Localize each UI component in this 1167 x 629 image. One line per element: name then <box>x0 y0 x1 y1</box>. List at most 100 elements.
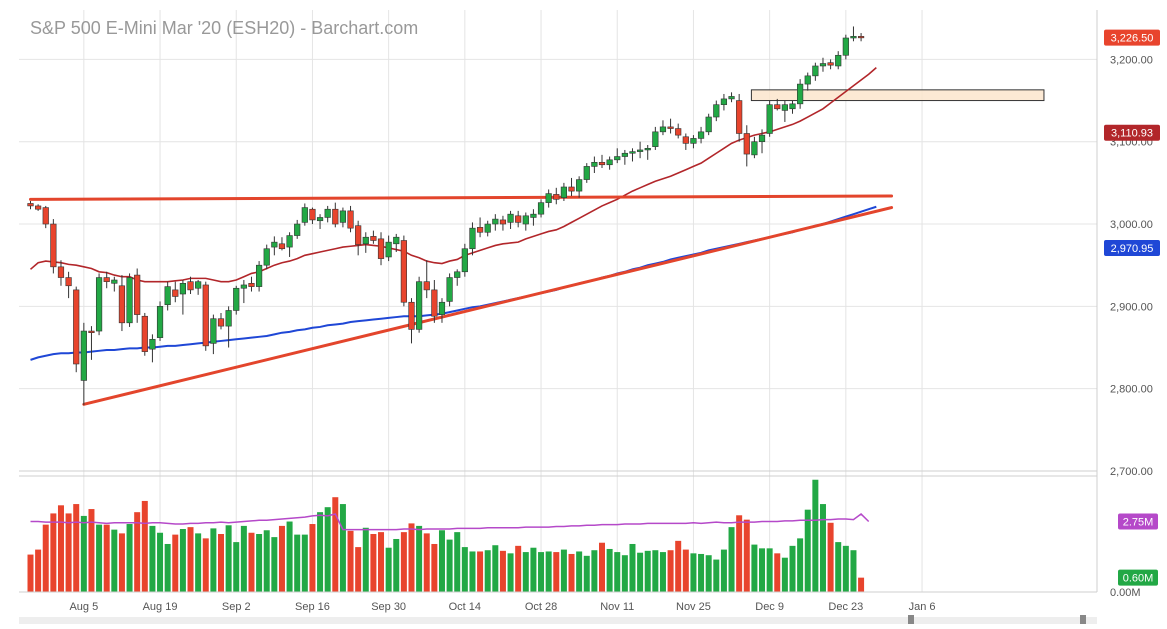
candle <box>583 163 590 183</box>
trendline <box>29 194 894 201</box>
candle <box>614 148 621 164</box>
volume-bar <box>248 532 255 592</box>
candle <box>324 205 331 223</box>
candle <box>812 62 819 81</box>
x-tick-label: Dec 9 <box>755 601 784 613</box>
candle <box>80 322 87 406</box>
volume-bar <box>42 524 49 592</box>
candle-body <box>88 330 95 333</box>
candle-body <box>583 166 590 180</box>
candle-body <box>568 186 575 192</box>
candle <box>705 113 712 136</box>
candle <box>797 79 804 109</box>
candle <box>553 187 560 205</box>
candle <box>766 100 773 137</box>
volume-bar <box>667 550 674 592</box>
candle-body <box>255 264 263 287</box>
candle-body <box>332 208 339 225</box>
x-tick-label: Sep 2 <box>222 601 251 613</box>
candle-body <box>347 210 354 229</box>
volume-bar <box>324 507 331 592</box>
candle-body <box>751 141 758 156</box>
volume-bar <box>271 537 278 592</box>
volume-bar <box>736 515 743 592</box>
candle-body <box>65 277 72 287</box>
candle-body <box>781 104 788 111</box>
volume-bar <box>553 552 560 592</box>
candle <box>827 59 834 70</box>
volume-bar <box>164 543 171 592</box>
candle-body <box>774 104 781 110</box>
volume-bar <box>477 551 484 592</box>
volume-bar <box>362 527 369 592</box>
volume-average-line <box>30 513 870 531</box>
candle <box>271 236 278 256</box>
volume-bar <box>652 550 659 592</box>
price-label: 2,970.95 <box>1111 243 1154 255</box>
volume-bar <box>705 555 712 592</box>
volume-tick-label: 0.00M <box>1110 587 1141 599</box>
volume-bar <box>240 525 247 592</box>
candle-body <box>469 227 476 250</box>
candle-body <box>484 223 491 233</box>
volume-bar <box>111 529 118 592</box>
volume-bar <box>172 534 179 592</box>
candle <box>690 135 697 149</box>
candle-body <box>659 126 667 133</box>
volume-bar <box>317 512 324 592</box>
timeline-scrollbar[interactable] <box>19 615 1097 624</box>
candle-body <box>720 98 728 105</box>
price-label: 3,110.93 <box>1111 128 1153 140</box>
candle-body <box>576 179 583 192</box>
candle-body <box>210 318 217 344</box>
volume-bar <box>690 553 697 592</box>
volume-bar <box>560 549 567 592</box>
x-tick-label: Nov 11 <box>600 601 634 613</box>
candle-body <box>80 330 87 381</box>
trendline <box>82 206 894 406</box>
candle <box>629 148 636 162</box>
volume-bar <box>332 497 339 592</box>
candle <box>598 154 606 169</box>
candle <box>857 33 865 42</box>
candle-body <box>675 128 682 136</box>
volume-bar <box>583 555 590 592</box>
candle-body <box>591 161 598 167</box>
price-label: 3,226.50 <box>1111 33 1154 45</box>
candle-body <box>57 266 65 278</box>
volume-bar <box>454 532 461 592</box>
candle <box>393 233 400 253</box>
x-tick-label: Sep 16 <box>295 601 330 613</box>
candle <box>560 182 567 201</box>
candle <box>416 276 423 333</box>
volume-bar <box>149 525 156 592</box>
price-labels: 3,226.50 3,110.93 2,970.95 2.75M 0.60M <box>1104 29 1160 586</box>
volume-bar <box>766 548 773 592</box>
candle-body <box>530 213 537 218</box>
volume-bar <box>400 532 407 592</box>
volume-bar <box>393 538 400 592</box>
volume-bar <box>423 533 430 592</box>
candle-body <box>27 203 34 207</box>
candle <box>233 285 240 315</box>
candle-body <box>629 151 636 154</box>
candle-body <box>766 104 773 134</box>
volume-bar <box>720 549 727 592</box>
x-tick-label: Sep 30 <box>371 601 406 613</box>
volume-bar <box>179 529 186 592</box>
candle-body <box>812 65 819 77</box>
volume-bar <box>538 552 545 592</box>
candle <box>286 232 293 257</box>
resistance-zone-layer <box>750 89 1045 102</box>
scrollbar-track <box>19 617 1097 624</box>
volume-label: 0.60M <box>1123 573 1154 585</box>
candle-body <box>248 283 255 287</box>
candle <box>42 205 49 229</box>
candle-body <box>172 289 179 297</box>
candle-body <box>606 159 613 166</box>
volume-bar <box>743 519 750 592</box>
volume-bar <box>80 515 87 592</box>
candle <box>636 141 644 159</box>
candle-body <box>263 248 270 266</box>
